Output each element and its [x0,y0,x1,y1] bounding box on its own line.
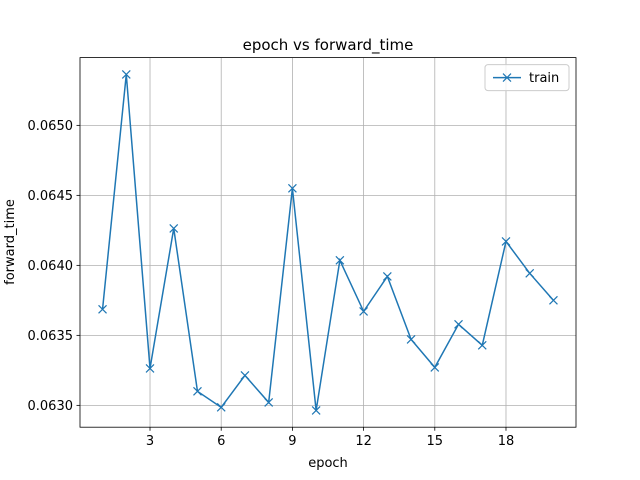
x-tick-label: 6 [217,434,225,449]
y-tick-label: 0.0640 [28,259,74,274]
marker [501,236,511,246]
marker [145,363,155,373]
y-tick-label: 0.0645 [28,189,74,204]
x-tick-label: 9 [288,434,296,449]
y-tick-label: 0.0635 [28,329,74,344]
y-tick-label: 0.0630 [28,399,74,414]
marker [382,271,392,281]
x-axis-label: epoch [308,456,348,471]
marker [454,319,463,329]
marker [240,370,250,380]
marker [98,304,107,314]
axes-frame [79,57,577,428]
y-axis-label: forward_time [3,199,18,285]
marker [169,223,179,233]
marker [311,405,321,415]
marker [121,69,131,79]
y-tick-label: 0.0650 [28,119,74,134]
marker [359,306,369,316]
marker [406,334,416,344]
x-tick-label: 12 [355,434,372,449]
marker [549,295,558,305]
x-tick-label: 3 [146,434,154,449]
legend-label: train [529,71,559,86]
legend: train [484,64,570,92]
marker [287,183,297,193]
marker [264,397,274,407]
marker [335,255,345,265]
x-tick-label: 18 [498,434,515,449]
x-tick-label: 15 [427,434,444,449]
legend-box [484,64,570,92]
marker [193,386,202,396]
marker [525,268,535,278]
marker [477,340,487,350]
marker [216,402,226,412]
marker [430,362,440,372]
legend-marker [502,73,512,83]
chart-title: epoch vs forward_time [243,36,414,55]
